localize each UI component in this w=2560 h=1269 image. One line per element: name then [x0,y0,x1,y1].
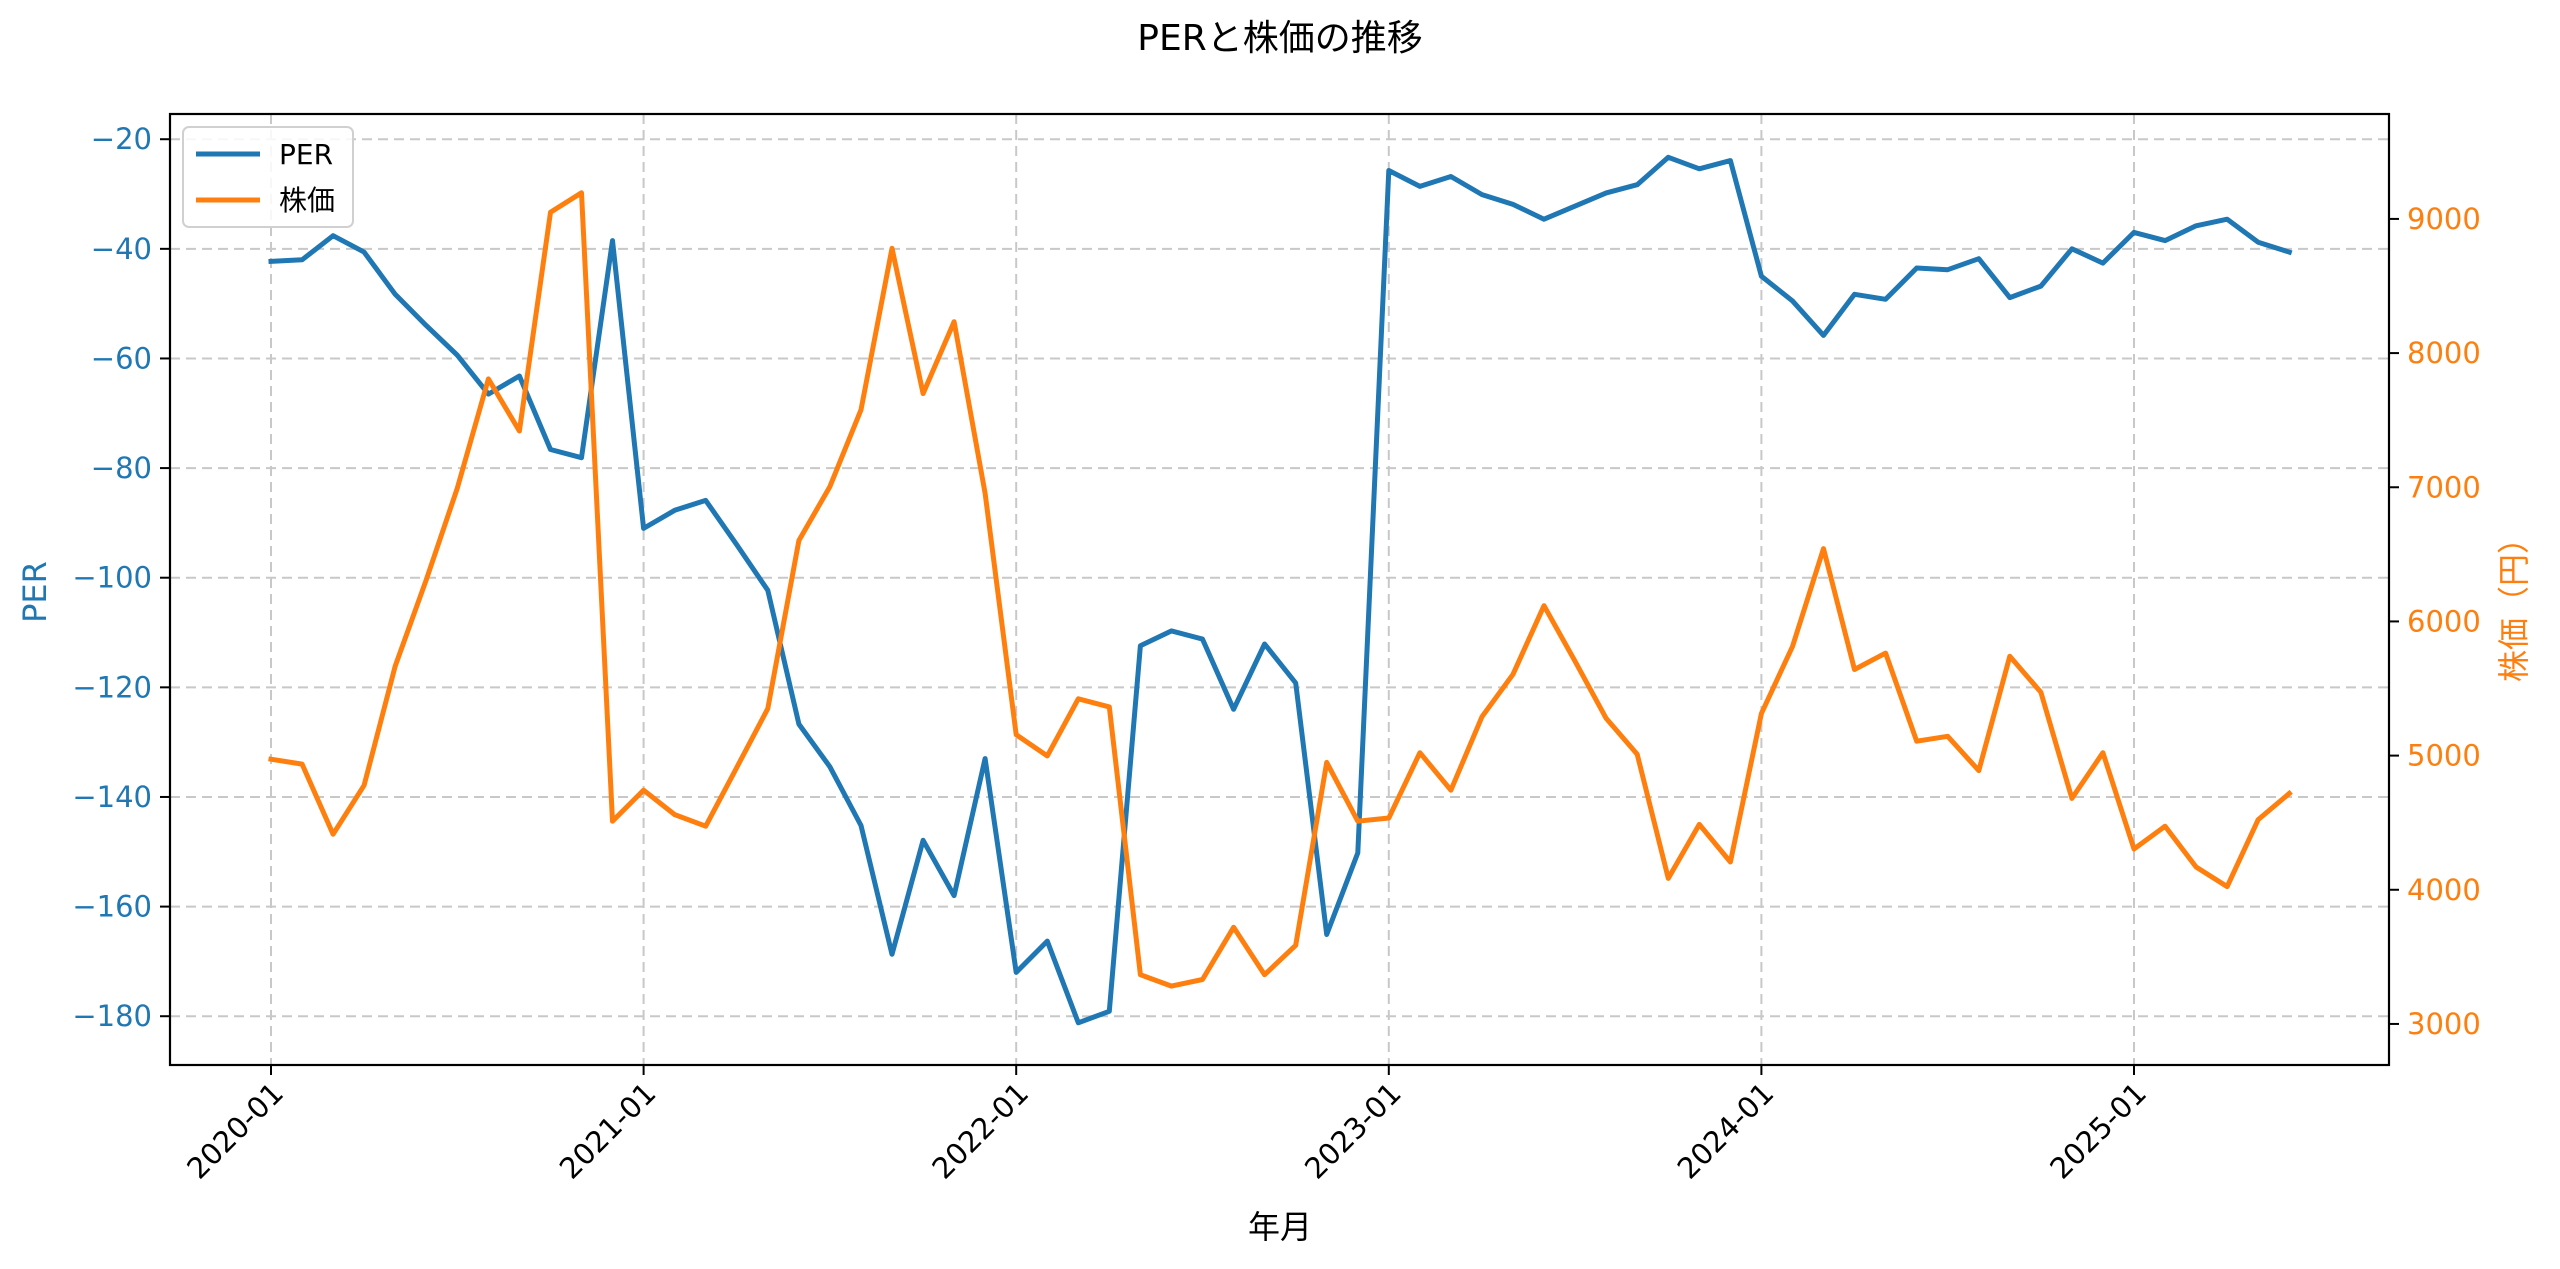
right-y-axis: 3000 4000 5000 6000 7000 8000 9000 [2389,202,2481,1041]
y2-tick-label: 7000 [2407,470,2481,504]
y2-tick-label: 8000 [2407,336,2481,370]
y-tick-label: −180 [72,999,152,1033]
y-tick-label: −40 [91,232,152,266]
x-tick-label: 2020-01 [180,1076,290,1186]
y2-tick-label: 6000 [2407,604,2481,638]
y-axis-label-price: 株価（円） [2495,522,2533,682]
chart-title: PERと株価の推移 [1137,18,1422,59]
legend: PER 株価 [182,126,354,228]
y-tick-label: −100 [72,561,152,595]
y-tick-label: −60 [91,341,152,375]
y-tick-label: −20 [91,122,152,156]
legend-label-price: 株価 [279,184,335,217]
x-tick-label: 2023-01 [1298,1076,1408,1186]
plot-frame [168,112,2391,1067]
y2-tick-label: 5000 [2407,739,2481,773]
x-tick-label: 2022-01 [925,1076,1035,1186]
series-lines [268,154,2293,1026]
y2-tick-label: 4000 [2407,873,2481,907]
y-tick-label: −140 [72,780,152,814]
x-tick-label: 2025-01 [2043,1076,2153,1186]
x-axis-label: 年月 [1248,1208,1312,1246]
y-tick-label: −160 [72,890,152,924]
y-axis-label-per: PER [16,561,54,623]
x-tick-label: 2021-01 [553,1076,663,1186]
legend-label-per: PER [279,138,333,171]
y-tick-label: −120 [72,670,152,704]
y-tick-label: −80 [91,451,152,485]
grid-lines [170,114,2389,1065]
x-axis: 2020-01 2021-01 2022-01 2023-01 2024-01 2025-… [180,1065,2153,1186]
price-line [268,190,2293,989]
x-tick-label: 2024-01 [1671,1076,1781,1186]
left-y-axis: −20 −40 −60 −80 −100 −120 −140 −160 −180 [72,122,170,1033]
per-line [268,154,2293,1026]
y2-tick-label: 3000 [2407,1007,2481,1041]
y2-tick-label: 9000 [2407,202,2481,236]
